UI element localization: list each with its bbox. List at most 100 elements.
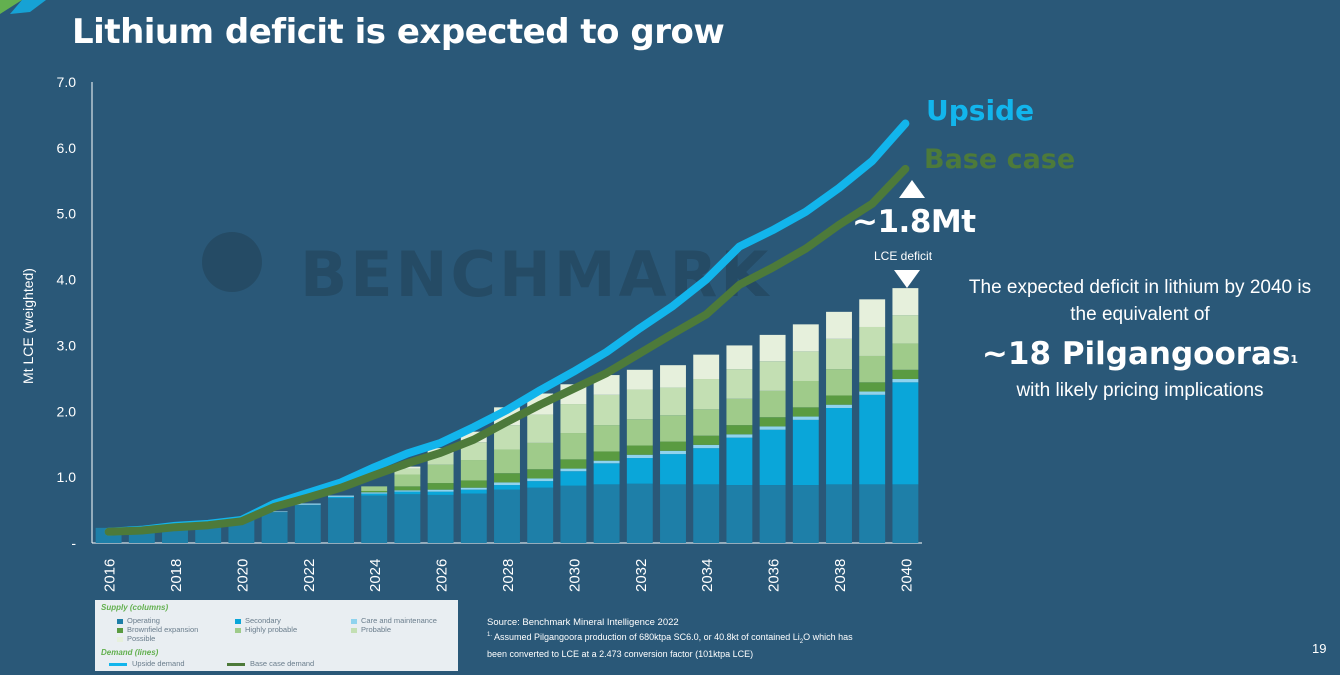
x-tick-label: 2038 [832,559,849,592]
callout-footnote-mark: 1 [1290,353,1299,366]
x-tick-label: 2028 [500,559,517,592]
y-tick-label: - [71,535,76,551]
bar-brownfield-expansion [726,425,753,435]
bar-possible [892,288,919,316]
bar-operating [859,484,886,543]
bar-probable [826,338,852,370]
bar-highly-probable [460,460,487,481]
bar-highly-probable [494,449,520,474]
deficit-callout: The expected deficit in lithium by 2040 … [930,274,1340,404]
bar-secondary [361,493,388,496]
bar-possible [826,311,852,339]
bar-secondary [560,471,587,486]
y-tick-label: 6.0 [57,140,77,156]
x-tick-label: 2034 [699,559,716,592]
legend-label: Base case demand [250,659,315,668]
bar-secondary [792,419,819,486]
legend-swatch [351,627,357,633]
page-number: 19 [1312,641,1327,656]
bar-care-and-maintenance [460,487,487,490]
legend-swatch [235,627,241,633]
bar-probable [394,468,421,475]
corner-accent [0,0,46,14]
callout-highlight-text: ~18 Pilgangooras [981,336,1291,372]
legend-item: Upside demand [109,659,185,668]
bar-operating [494,489,520,543]
legend-item: Care and maintenance [351,616,437,625]
bar-probable [660,387,686,416]
bar-brownfield-expansion [892,369,919,380]
bar-operating [328,498,354,543]
bar-highly-probable [427,464,454,484]
legend-line [227,662,245,666]
bar-probable [427,453,454,465]
bar-secondary [593,463,620,485]
bar-secondary [427,491,454,495]
bar-highly-probable [759,390,786,418]
bar-brownfield-expansion [494,473,520,483]
bar-care-and-maintenance [394,490,421,492]
x-tick-label: 2016 [102,559,119,592]
legend-item: Operating [117,616,160,625]
bar-probable [560,404,587,434]
bar-highly-probable [892,343,919,370]
bar-secondary [759,429,786,486]
x-tick-label: 2024 [367,559,384,592]
legend-supply-title: Supply (columns) [101,603,169,612]
bar-secondary [328,496,354,499]
bar-highly-probable [859,355,886,383]
bar-care-and-maintenance [660,450,686,455]
bar-operating [726,485,753,543]
watermark-logo-icon [202,232,262,292]
bar-secondary [726,437,753,486]
bar-care-and-maintenance [859,391,886,395]
bar-probable [460,442,487,461]
upside-label: Upside [926,94,1035,127]
bar-operating [361,495,388,543]
legend-item: Probable [351,625,391,634]
bar-possible [660,365,686,388]
legend-label: Possible [127,634,156,643]
legend-item: Brownfield expansion [117,625,198,634]
slide-title: Lithium deficit is expected to grow [72,12,725,52]
x-tick-label: 2030 [566,559,583,592]
legend-label: Upside demand [132,659,185,668]
bar-brownfield-expansion [361,490,388,493]
bar-brownfield-expansion [527,469,554,479]
bar-brownfield-expansion [792,407,819,417]
y-axis-label: Mt LCE (weighted) [20,268,36,384]
bar-brownfield-expansion [660,441,686,451]
bar-probable [859,326,886,356]
bar-secondary [826,407,852,485]
legend-swatch [117,618,123,624]
bar-highly-probable [660,415,686,442]
bar-secondary [660,454,686,485]
deficit-value: ~1.8Mt [852,204,976,240]
bar-probable [626,389,653,420]
bar-brownfield-expansion [560,459,587,469]
bar-care-and-maintenance [693,444,720,449]
callout-line2: the equivalent of [1070,304,1210,325]
source-note: Source: Benchmark Mineral Intelligence 2… [487,617,853,660]
bar-operating [460,493,487,543]
footnote-mark: 1. [487,632,493,638]
bar-care-and-maintenance [328,495,354,497]
bar-care-and-maintenance [726,434,753,438]
bar-secondary [494,485,520,490]
footnote-line2: been converted to LCE at a 2.473 convers… [487,648,754,659]
bar-highly-probable [726,398,753,426]
bar-brownfield-expansion [859,382,886,392]
legend-item: Possible [117,634,155,643]
callout-line1: The expected deficit in lithium by 2040 … [968,277,1312,298]
bar-care-and-maintenance [294,503,321,505]
bar-brownfield-expansion [427,483,454,490]
bar-care-and-maintenance [826,404,852,408]
legend-label: Brownfield expansion [127,625,199,634]
x-tick-label: 2018 [168,559,185,592]
bar-highly-probable [826,369,852,396]
bar-care-and-maintenance [759,426,786,430]
bar-probable [693,379,720,410]
x-tick-label: 2020 [234,559,251,592]
bar-highly-probable [527,442,554,470]
